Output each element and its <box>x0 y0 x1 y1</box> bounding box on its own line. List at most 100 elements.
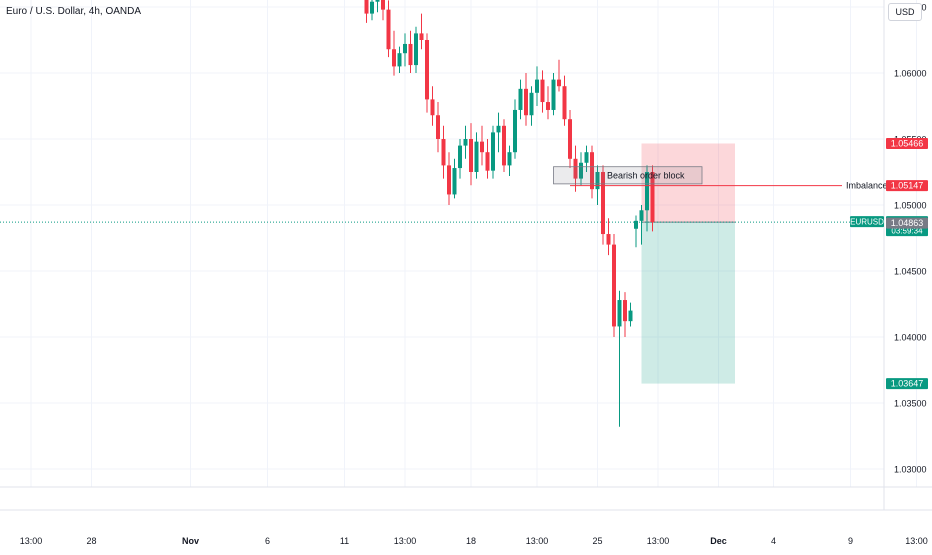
candle-body <box>430 99 435 116</box>
price-tick-label: 1.04500 <box>894 267 927 277</box>
candle-body <box>557 79 561 87</box>
candle-body <box>502 125 506 166</box>
take-profit-zone <box>641 222 735 384</box>
price-tick-label: 1.03500 <box>894 399 927 409</box>
imbalance-label: Imbalance <box>846 181 888 191</box>
candle-body <box>375 0 380 2</box>
position-zones <box>0 143 884 384</box>
candle-body <box>529 92 534 116</box>
time-tick-label: 13:00 <box>905 536 928 546</box>
candle-body <box>419 33 424 40</box>
candle-body <box>436 115 440 139</box>
price-tag-zone_top-value: 1.05466 <box>891 138 924 148</box>
candle-body <box>518 88 523 110</box>
price-axis[interactable]: 1.095001.090001.085001.080001.075001.070… <box>894 0 927 475</box>
candle-body <box>370 1 374 14</box>
candle-body <box>601 172 605 235</box>
candle-body <box>623 300 627 322</box>
candle-body <box>650 172 655 223</box>
candle-body <box>584 152 589 163</box>
price-tick-label: 1.06000 <box>894 69 927 79</box>
candle-body <box>612 244 616 327</box>
time-tick-label: 25 <box>592 536 602 546</box>
price-tick-label: 1.03000 <box>894 465 927 475</box>
time-tick-label: 11 <box>340 536 349 546</box>
price-tag-target <box>886 378 928 390</box>
order-block-label: Bearish order block <box>607 170 685 180</box>
candle-body <box>568 119 572 159</box>
candle-body <box>524 88 528 116</box>
time-tick-label: 13:00 <box>20 536 43 546</box>
candle-body <box>403 43 407 54</box>
candle-body <box>386 9 391 50</box>
candle-body <box>408 43 413 66</box>
price-tag-zone_top <box>886 137 928 149</box>
time-tick-label: 18 <box>466 536 476 546</box>
time-tick-label: 4 <box>771 536 776 546</box>
candle-body <box>628 310 633 322</box>
time-tick-label: 28 <box>86 536 96 546</box>
candle-body <box>364 0 369 14</box>
price-tick-label: 1.05000 <box>894 201 927 211</box>
candle-body <box>573 158 578 179</box>
candle-body <box>496 125 501 133</box>
candle-body <box>551 79 556 110</box>
candle-body <box>590 152 594 190</box>
time-tick-label: Dec <box>710 536 727 546</box>
candle-body <box>447 165 451 195</box>
candle-body <box>634 220 638 229</box>
time-tick-label: 6 <box>265 536 270 546</box>
candle-body <box>474 141 479 172</box>
candle-body <box>491 132 495 171</box>
time-tick-label: 9 <box>848 536 853 546</box>
candle-body <box>507 152 512 166</box>
currency-button[interactable]: USD <box>888 3 922 21</box>
stop-loss-zone <box>641 143 735 223</box>
price-tag-ask-value: 1.04863 <box>891 218 924 228</box>
symbol-title[interactable]: Euro / U.S. Dollar, 4h, OANDA <box>6 6 142 17</box>
candle-body <box>441 139 446 166</box>
candle-body <box>579 162 583 179</box>
candle-body <box>540 79 545 103</box>
candle-body <box>480 141 484 153</box>
candle-body <box>606 234 611 245</box>
price-tag-target-value: 1.03647 <box>891 379 924 389</box>
candle-body <box>425 40 429 100</box>
annotations: Bearish order block Imbalance <box>553 166 888 191</box>
time-axis[interactable]: 13:00 28 Nov 6 11 13:00 18 13:00 25 13:00 Dec 4 9 13:… <box>20 536 928 546</box>
candle-body <box>463 139 468 146</box>
candle-body <box>469 139 473 172</box>
symbol-tag <box>850 216 884 228</box>
candle-body <box>414 33 418 66</box>
candle-body <box>485 152 490 171</box>
candle-body <box>397 53 402 67</box>
candle-body <box>381 0 385 10</box>
price-tag-countdown: 03:59:34 <box>891 227 923 236</box>
price-tag-ask <box>886 217 928 229</box>
candle-body <box>639 210 644 221</box>
price-tags: 1.054661.051471.0487003:59:34EURUSD1.048… <box>850 137 928 390</box>
candle-body <box>645 172 649 211</box>
candle-body <box>562 86 567 120</box>
candle-body <box>452 168 457 195</box>
candle-body <box>546 102 550 110</box>
grid-lines <box>0 0 932 511</box>
candle-body <box>595 172 600 190</box>
price-tick-label: 1.04000 <box>894 333 927 343</box>
symbol-tag-label: EURUSD <box>850 218 884 227</box>
candle-body <box>392 49 396 67</box>
order-block-box <box>553 166 703 185</box>
price-tag-imbalance <box>886 180 928 192</box>
candle-body <box>535 79 539 93</box>
time-tick-label: 13:00 <box>394 536 417 546</box>
candles[interactable] <box>2 0 655 427</box>
time-tick-label: 13:00 <box>647 536 670 546</box>
price-tag-imbalance-value: 1.05147 <box>891 181 924 191</box>
candle-body <box>458 145 462 169</box>
candle-body <box>513 109 517 153</box>
time-tick-label: Nov <box>182 536 199 546</box>
time-tick-label: 13:00 <box>526 536 549 546</box>
candle-body <box>617 300 622 327</box>
